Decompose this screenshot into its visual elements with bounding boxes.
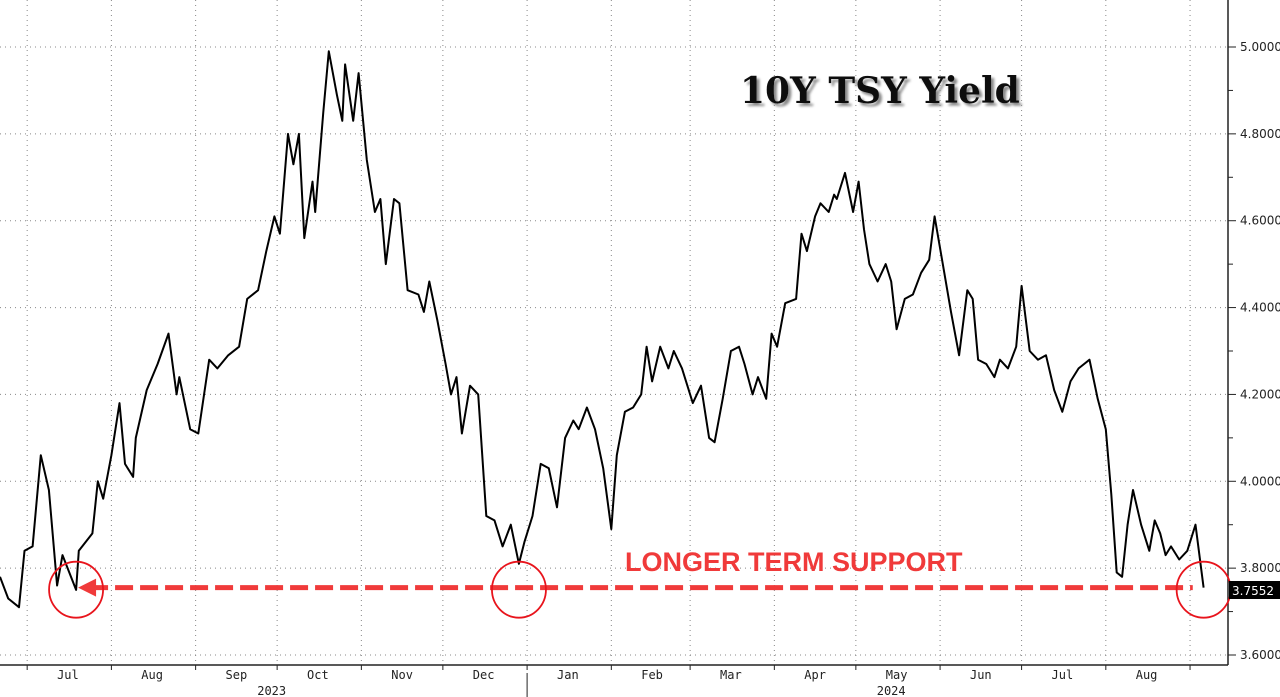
x-tick-label: Apr xyxy=(804,668,826,682)
x-tick-label: Feb xyxy=(641,668,663,682)
x-tick-label: Dec xyxy=(473,668,495,682)
x-tick-label: Jan xyxy=(557,668,579,682)
last-value-box xyxy=(1229,581,1280,599)
annotations xyxy=(48,560,1232,619)
y-tick-label: 4.4000 xyxy=(1240,301,1280,315)
x-tick-label: Nov xyxy=(391,668,413,682)
highlight-circle xyxy=(1175,560,1232,619)
x-tick-label: Mar xyxy=(720,668,742,682)
year-label: 2023 xyxy=(257,684,286,697)
y-tick-label: 4.2000 xyxy=(1240,387,1280,401)
highlight-circle xyxy=(491,560,547,619)
y-tick-label: 3.8000 xyxy=(1240,561,1280,575)
gridlines xyxy=(0,0,1228,665)
x-tick-label: Jul xyxy=(1052,668,1074,682)
arrow-head-icon xyxy=(78,578,97,597)
y-tick-label: 5.0000 xyxy=(1240,40,1280,54)
x-tick-label: May xyxy=(886,668,908,682)
year-label: 2024 xyxy=(877,684,906,697)
x-tick-label: Jul xyxy=(57,668,79,682)
x-tick-label: Jun xyxy=(970,668,992,682)
highlight-circle xyxy=(48,560,104,619)
series-line xyxy=(0,50,1205,609)
support-annotation: LONGER TERM SUPPORT xyxy=(625,547,963,577)
x-tick-label: Aug xyxy=(141,668,163,682)
y-tick-label: 3.6000 xyxy=(1240,648,1280,662)
x-axis: Jul Aug Sep Oct Nov Dec Jan Feb Mar Apr May Jun Jul A… xyxy=(0,664,1228,697)
chart-title: 10Y TSY Yield xyxy=(740,70,1020,112)
y-axis: 3.6000 3.8000 4.0000 4.2000 4.4000 4.6000 4.80… xyxy=(1227,0,1280,665)
x-tick-label: Aug xyxy=(1136,668,1158,682)
y-tick-label: 4.0000 xyxy=(1240,474,1280,488)
x-tick-label: Oct xyxy=(307,668,329,682)
last-value-label: 3.7552 xyxy=(1232,584,1274,598)
x-tick-label: Sep xyxy=(226,668,248,682)
y-tick-label: 4.6000 xyxy=(1240,214,1280,228)
y-tick-label: 4.8000 xyxy=(1240,127,1280,141)
